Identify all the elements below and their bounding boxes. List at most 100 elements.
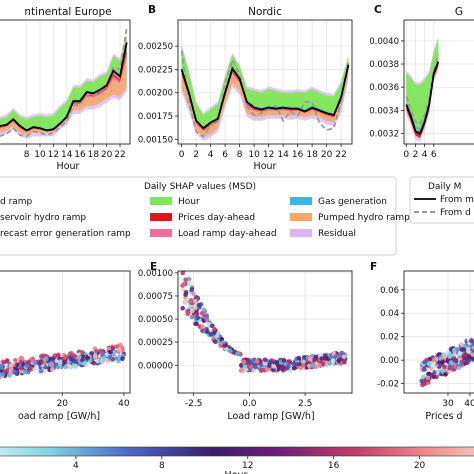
scatter-point [463,360,468,366]
scatter-point [291,365,297,371]
scatter-point [268,360,274,365]
scatter-point [307,356,313,362]
scatter-point [8,363,14,368]
scatter-point [295,361,301,367]
scatter-point [5,358,10,363]
y-tick-label: 0.00250 [138,42,173,52]
scatter-point [69,357,74,362]
scatter-point [80,350,85,355]
scatter-point [254,359,260,364]
scatter-point [448,360,454,365]
scatter-point [186,276,192,282]
x-tick-label: 40 [118,399,130,409]
scatter-point [319,356,324,361]
x-tick-label: 2.5 [298,399,312,409]
scatter-point [276,363,282,369]
scatter-point [0,371,6,377]
scatter-point [242,364,248,369]
scatter-point [342,359,347,365]
scatter-point [206,322,211,327]
scatter-point [227,348,233,354]
x-tick-label: 20 [57,399,69,409]
scatter-point [432,357,437,363]
area-layers [0,27,128,139]
colorbar: 4 8 12 16 20 Hour [0,446,474,474]
scatter-point [425,375,431,381]
x-tick-label: 30 [442,399,454,409]
scatter-point [313,355,319,360]
y-tick-label: 0.0038 [369,60,399,70]
scatter-point [89,351,94,356]
scatter-point [50,356,56,361]
panel-F: 30 40 -0.02 0.00 0.02 0.04 0.06 F Prices d [370,261,474,422]
scatter-point [422,359,427,365]
scatter-point [459,361,464,367]
scatter-point [461,353,467,358]
scatter-point [449,364,455,370]
scatter-point [185,309,190,314]
scatter-point [63,364,69,370]
scatter-point [456,365,462,371]
scatter-point [29,366,34,371]
scatter-point [271,364,277,369]
area-layers [180,43,350,142]
scatter-point [38,368,44,374]
scatter-point [200,324,205,329]
scatter-point [191,291,196,297]
scatter-point [93,348,99,354]
scatter-point [91,360,97,366]
scatter-point [13,371,19,376]
scatter-point [224,347,229,352]
x-axis-label: oad ramp [GW/h] [18,411,100,422]
panel-C: 0 2 4 6 0.0032 0.0034 0.0036 0.0038 0.0040 G C [369,4,474,160]
panel-letter: B [148,4,156,16]
x-tick-label: 6 [222,150,228,160]
y-tick-label: 0.0032 [369,130,399,140]
colorbar-tick-label: 12 [242,461,253,471]
x-axis-label: Prices d [425,411,462,422]
panel-letter: C [374,4,382,16]
scatter-point [307,363,312,369]
x-tick-label: 10 [248,150,260,160]
legend2-label: From d [440,208,471,218]
plot-area [0,271,130,393]
scatter-point [81,361,87,366]
scatter-point [55,353,61,358]
y-tick-label: 0.06 [380,286,399,296]
colorbar-tick-label: 20 [414,461,426,471]
scatter-point [429,365,434,371]
x-tick-label: 14 [61,150,73,160]
scatter-point [442,353,448,359]
panel-letter: E [150,261,157,273]
scatter-point [201,307,207,313]
x-tick-label: 22 [114,150,125,160]
legend-label: Hour [178,197,200,207]
scatter-point [265,367,270,372]
axes-frame [0,270,131,394]
x-tick-label: 18 [88,150,100,160]
x-tick-label: 12 [263,150,274,160]
scatter-point [116,358,121,364]
y-tick-label: 0.00100 [138,269,173,279]
x-tick-label: 16 [292,150,304,160]
scatter-point [14,362,20,368]
pumped-hydro-band [181,54,349,138]
legend-label: Prices day-ahead [178,213,255,223]
y-tick-label: 0.00225 [138,65,173,75]
x-tick-label: 0.0 [242,399,257,409]
scatter-point [196,302,201,308]
model-line [180,64,350,130]
scatter-point [114,352,119,358]
scatter-point [208,332,214,337]
scatter-points [0,342,126,380]
legend-label: Gas generation [318,197,387,207]
scatter-point [13,358,18,363]
x-axis-label: Hour [57,161,80,172]
scatter-point [19,366,24,371]
x-tick-label: 6 [431,150,437,160]
legend-swatch [290,197,312,205]
scatter-point [61,360,67,365]
y-tick-label: 0.04 [380,309,399,319]
legend-label: Residual [318,229,356,239]
